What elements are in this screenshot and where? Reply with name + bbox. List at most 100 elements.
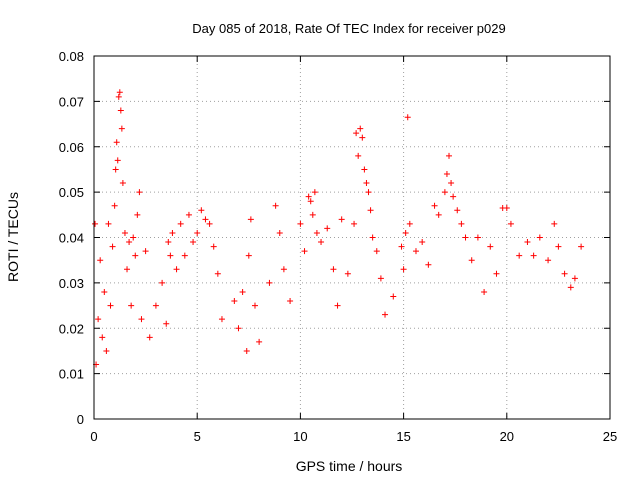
- data-point: [118, 125, 125, 132]
- data-point: [431, 202, 438, 209]
- data-point: [458, 220, 465, 227]
- data-point: [355, 152, 362, 159]
- data-point: [202, 216, 209, 223]
- data-point: [190, 239, 197, 246]
- data-point: [571, 275, 578, 282]
- x-tick-label: 25: [603, 429, 617, 444]
- data-point: [194, 229, 201, 236]
- data-point: [92, 220, 99, 227]
- x-axis-label: GPS time / hours: [296, 458, 403, 474]
- data-point: [448, 180, 455, 187]
- data-point: [474, 234, 481, 241]
- chart-title: Day 085 of 2018, Rate Of TEC Index for r…: [192, 21, 505, 36]
- data-point: [272, 202, 279, 209]
- grid-lines: [94, 56, 610, 419]
- data-point: [146, 334, 153, 341]
- data-point: [128, 302, 135, 309]
- data-point: [377, 275, 384, 282]
- data-point: [454, 207, 461, 214]
- data-point: [307, 198, 314, 205]
- data-point: [365, 189, 372, 196]
- data-point: [446, 152, 453, 159]
- data-point: [99, 334, 106, 341]
- y-tick-label: 0.01: [59, 367, 84, 382]
- data-point: [297, 220, 304, 227]
- data-point: [132, 252, 139, 259]
- data-point: [206, 220, 213, 227]
- data-point: [363, 180, 370, 187]
- data-point: [130, 234, 137, 241]
- data-point: [305, 193, 312, 200]
- data-point: [173, 266, 180, 273]
- data-point: [165, 239, 172, 246]
- data-point: [390, 293, 397, 300]
- y-tick-label: 0.08: [59, 49, 84, 64]
- data-point: [152, 302, 159, 309]
- data-point: [435, 211, 442, 218]
- data-point: [177, 220, 184, 227]
- y-tick-label: 0.04: [59, 231, 84, 246]
- data-point: [359, 134, 366, 141]
- data-point: [114, 157, 121, 164]
- data-point: [181, 252, 188, 259]
- data-point: [107, 302, 114, 309]
- data-point: [95, 316, 102, 323]
- data-point: [109, 243, 116, 250]
- data-point: [330, 266, 337, 273]
- data-point: [406, 220, 413, 227]
- y-tick-label: 0.07: [59, 94, 84, 109]
- data-point: [245, 252, 252, 259]
- data-point: [235, 325, 242, 332]
- axis-ticks: 0 5 10 15 20 25 0 0.01 0.02 0.03 0.04 0.05 0.06 0.07 0…: [59, 49, 618, 444]
- y-tick-label: 0.05: [59, 185, 84, 200]
- data-point: [251, 302, 258, 309]
- data-point: [493, 270, 500, 277]
- data-point: [280, 266, 287, 273]
- data-point: [231, 298, 238, 305]
- data-point: [412, 248, 419, 255]
- data-point: [198, 207, 205, 214]
- x-tick-label: 15: [396, 429, 410, 444]
- data-point: [266, 279, 273, 286]
- data-point: [119, 180, 126, 187]
- data-point: [450, 193, 457, 200]
- data-point: [487, 243, 494, 250]
- data-point: [481, 288, 488, 295]
- data-point: [301, 248, 308, 255]
- data-point: [425, 261, 432, 268]
- data-point: [402, 229, 409, 236]
- x-tick-label: 0: [90, 429, 97, 444]
- x-tick-label: 5: [194, 429, 201, 444]
- data-point: [210, 243, 217, 250]
- data-point: [214, 270, 221, 277]
- data-point: [334, 302, 341, 309]
- data-point: [530, 252, 537, 259]
- data-point: [555, 243, 562, 250]
- data-point: [167, 252, 174, 259]
- data-point: [404, 114, 411, 121]
- data-point: [276, 229, 283, 236]
- data-point: [551, 220, 558, 227]
- data-points: [92, 89, 585, 368]
- data-point: [338, 216, 345, 223]
- data-point: [561, 270, 568, 277]
- data-point: [443, 170, 450, 177]
- data-point: [256, 338, 263, 345]
- data-point: [309, 211, 316, 218]
- data-point: [373, 248, 380, 255]
- data-point: [117, 107, 124, 114]
- y-tick-label: 0.02: [59, 321, 84, 336]
- data-point: [367, 207, 374, 214]
- data-point: [536, 234, 543, 241]
- data-point: [351, 220, 358, 227]
- data-point: [163, 320, 170, 327]
- data-point: [311, 189, 318, 196]
- data-point: [243, 347, 250, 354]
- data-point: [369, 234, 376, 241]
- data-point: [400, 266, 407, 273]
- data-point: [159, 279, 166, 286]
- data-point: [507, 220, 514, 227]
- y-tick-label: 0.06: [59, 140, 84, 155]
- data-point: [578, 243, 585, 250]
